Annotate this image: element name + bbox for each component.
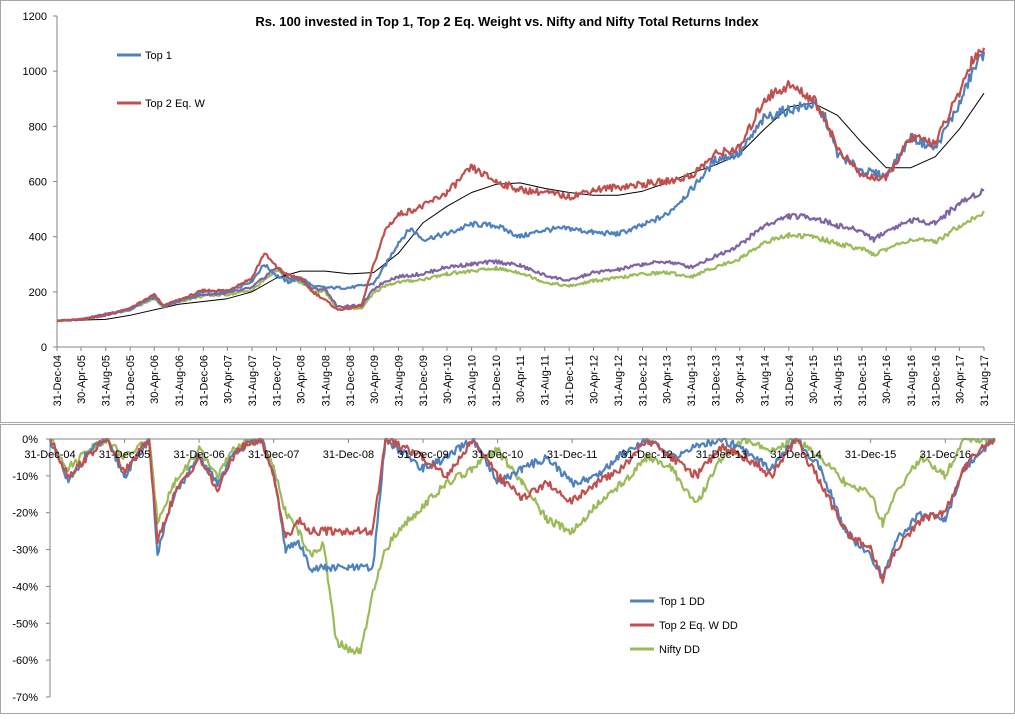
legend-label-top1-dd: Top 1 DD [659,596,705,608]
performance-x-tick-label: 31-Dec-07 [271,355,283,406]
performance-y-tick-label: 800 [29,121,47,133]
performance-x-tick-label: 31-Aug-14 [759,355,771,406]
drawdown-x-tick-label: 31-Dec-13 [696,449,747,461]
drawdown-legend: Top 1 DD Top 2 Eq. W DD Nifty DD [630,596,738,656]
series-line-top2-dd [48,437,996,584]
performance-x-tick-label: 30-Apr-09 [369,355,381,404]
performance-x-tick-label: 31-Dec-11 [564,355,576,406]
performance-x-tick-label: 31-Aug-12 [613,355,625,406]
drawdown-x-tick-label: 31-Dec-09 [397,449,448,461]
performance-x-tick-label: 31-Aug-15 [833,355,845,406]
performance-x-tick-label: 31-Dec-09 [418,355,430,406]
performance-y-tick-label: 400 [29,232,47,244]
drawdown-x-tick-label: 31-Dec-04 [24,449,75,461]
performance-x-tick-label: 30-Apr-15 [808,355,820,404]
drawdown-x-tick-label: 31-Dec-07 [248,449,299,461]
drawdown-x-tick-label: 31-Dec-15 [845,449,896,461]
drawdown-x-tick-label: 31-Dec-06 [173,449,224,461]
performance-x-tick-label: 31-Dec-05 [125,355,137,406]
performance-x-tick-label: 31-Aug-13 [686,355,698,406]
series-line-nifty-dd [49,437,997,655]
legend-label-nifty-dd: Nifty DD [659,644,700,656]
performance-x-tick-label: 30-Apr-11 [515,355,527,403]
performance-legend: Top 1 Top 2 Eq. W [117,50,206,110]
performance-x-tick-label: 31-Aug-06 [174,355,186,406]
performance-y-tick-label: 1000 [23,66,47,78]
performance-x-tick-label: 31-Aug-08 [320,355,332,406]
performance-x-tick-label: 31-Dec-14 [784,355,796,406]
performance-x-tick-label: 30-Apr-13 [662,355,674,404]
performance-x-tick-label: 30-Apr-12 [588,355,600,404]
drawdown-y-axis: 0% -10% -20% -30% -40% -50% -60% -70% [12,434,51,704]
performance-x-tick-label: 30-Apr-05 [76,355,88,404]
performance-x-tick-label: 30-Apr-10 [442,355,454,404]
legend-label-top1: Top 1 [145,50,172,62]
performance-x-tick-label: 31-Dec-12 [638,355,650,406]
performance-x-tick-label: 30-Apr-17 [954,355,966,404]
drawdown-y-tick-label: -20% [12,508,38,520]
performance-chart-title: Rs. 100 invested in Top 1, Top 2 Eq. Wei… [255,14,759,29]
series-line-trend [56,92,985,322]
performance-x-tick-label: 30-Apr-14 [735,355,747,404]
performance-x-tick-label: 30-Apr-16 [881,355,893,404]
performance-x-tick-label: 30-Apr-06 [149,355,161,404]
performance-chart-frame [0,0,1015,423]
drawdown-x-axis: 31-Dec-04 31-Dec-05 31-Dec-06 31-Dec-07 31-D… [24,438,995,461]
drawdown-x-tick-label: 31-Dec-12 [621,449,672,461]
performance-x-tick-label: 31-Aug-17 [979,355,991,406]
drawdown-y-tick-label: -60% [12,655,38,667]
performance-x-tick-label: 31-Aug-10 [467,355,479,406]
legend-label-top2: Top 2 Eq. W [145,98,206,110]
performance-x-axis: 31-Dec-04 30-Apr-05 31-Aug-05 31-Dec-05 30-A… [52,346,991,406]
performance-x-tick-label: 31-Dec-06 [198,355,210,406]
series-line-top2 [56,47,986,323]
performance-series [56,47,986,323]
drawdown-x-tick-label: 31-Dec-11 [547,449,598,461]
performance-y-tick-label: 0 [41,342,47,354]
drawdown-x-tick-label: 31-Dec-10 [472,449,523,461]
performance-x-tick-label: 30-Apr-08 [296,355,308,404]
performance-chart: Rs. 100 invested in Top 1, Top 2 Eq. Wei… [0,0,1015,423]
drawdown-x-tick-label: 31-Dec-05 [99,449,150,461]
drawdown-x-tick-label: 31-Dec-08 [323,449,374,461]
performance-x-tick-label: 31-Dec-16 [930,355,942,406]
performance-x-tick-label: 31-Aug-05 [101,355,113,406]
series-line-nifty_tri [56,188,985,323]
performance-x-tick-label: 31-Dec-10 [491,355,503,406]
performance-x-tick-label: 31-Aug-09 [393,355,405,406]
performance-y-tick-label: 1200 [23,11,47,23]
performance-x-tick-label: 31-Dec-15 [857,355,869,406]
performance-y-tick-label: 600 [29,177,47,189]
performance-x-tick-label: 31-Aug-16 [906,355,918,406]
performance-x-tick-label: 31-Dec-13 [711,355,723,406]
performance-x-tick-label: 31-Dec-08 [345,355,357,406]
performance-x-tick-label: 30-Apr-07 [222,355,234,404]
performance-x-tick-label: 31-Aug-11 [540,355,552,406]
drawdown-y-tick-label: -30% [12,545,38,557]
performance-x-tick-label: 31-Dec-04 [52,355,64,406]
drawdown-y-tick-label: -40% [12,581,38,593]
performance-y-tick-label: 200 [29,287,47,299]
drawdown-y-tick-label: -50% [12,618,38,630]
drawdown-y-tick-label: -70% [12,692,38,704]
performance-x-tick-label: 31-Aug-07 [247,355,259,406]
drawdown-chart: 0% -10% -20% -30% -40% -50% -60% -70% 31-Dec-04… [0,424,1015,714]
drawdown-y-tick-label: 0% [22,434,38,446]
performance-y-axis: 0 200 400 600 800 1000 1200 [23,11,58,354]
legend-label-top2-dd: Top 2 Eq. W DD [659,620,738,632]
drawdown-series [48,437,997,655]
drawdown-y-tick-label: -10% [12,471,38,483]
drawdown-x-tick-label: 31-Dec-16 [920,449,971,461]
drawdown-x-tick-label: 31-Dec-14 [770,449,821,461]
